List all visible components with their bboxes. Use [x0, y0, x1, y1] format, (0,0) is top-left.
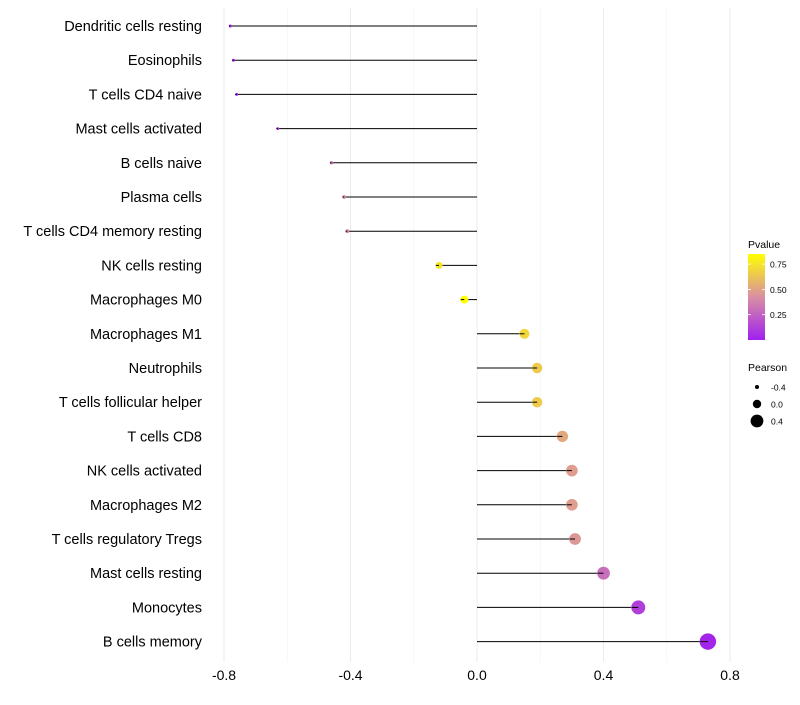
category-label: T cells regulatory Tregs	[52, 532, 202, 548]
pearson-legend-label: -0.4	[771, 383, 786, 393]
dot-layer	[228, 24, 717, 650]
x-tick-label: 0.8	[720, 667, 740, 683]
category-label: NK cells resting	[101, 258, 202, 274]
category-label: Eosinophils	[128, 53, 202, 69]
x-tick-label: -0.4	[338, 667, 362, 683]
category-label: Plasma cells	[121, 190, 202, 206]
x-tick-label: -0.8	[212, 667, 236, 683]
pearson-legend-label: 0.0	[771, 400, 783, 410]
pearson-legend-title: Pearson	[748, 362, 787, 374]
pearson-legend-dot	[755, 385, 759, 389]
category-label: B cells naive	[121, 156, 202, 172]
category-label: T cells CD8	[127, 429, 202, 445]
category-label: NK cells activated	[87, 464, 202, 480]
pearson-legend-dot	[750, 414, 764, 428]
x-tick-label: 0.4	[594, 667, 614, 683]
pvalue-legend: Pvalue 0.25 0.50 0.75	[748, 239, 787, 340]
category-label: Mast cells resting	[90, 566, 202, 582]
category-label: T cells follicular helper	[59, 395, 202, 411]
pearson-legend: Pearson -0.4 0.0 0.4	[748, 362, 787, 428]
y-axis-labels: Dendritic cells resting Eosinophils T cell…	[23, 19, 202, 651]
pearson-legend-dot	[752, 399, 762, 409]
category-label: Dendritic cells resting	[64, 19, 202, 35]
category-label: T cells CD4 naive	[89, 87, 202, 103]
pvalue-tick-label: 0.25	[770, 310, 787, 320]
category-label: T cells CD4 memory resting	[23, 224, 202, 240]
x-tick-label: 0.0	[467, 667, 487, 683]
category-label: Mast cells activated	[75, 122, 202, 138]
pearson-legend-label: 0.4	[771, 417, 783, 427]
category-label: B cells memory	[103, 635, 203, 651]
pvalue-tick-label: 0.75	[770, 260, 787, 270]
category-label: Monocytes	[132, 600, 202, 616]
pvalue-tick-label: 0.50	[770, 285, 787, 295]
pvalue-colorbar	[748, 254, 765, 340]
category-label: Macrophages M0	[90, 293, 202, 309]
grid-layer	[223, 8, 731, 662]
stem-layer	[230, 25, 708, 643]
pvalue-legend-title: Pvalue	[748, 239, 780, 251]
category-label: Neutrophils	[129, 361, 202, 377]
category-label: Macrophages M2	[90, 498, 202, 514]
category-label: Macrophages M1	[90, 327, 202, 343]
x-axis-ticks: -0.8 -0.4 0.0 0.4 0.8	[212, 667, 740, 683]
